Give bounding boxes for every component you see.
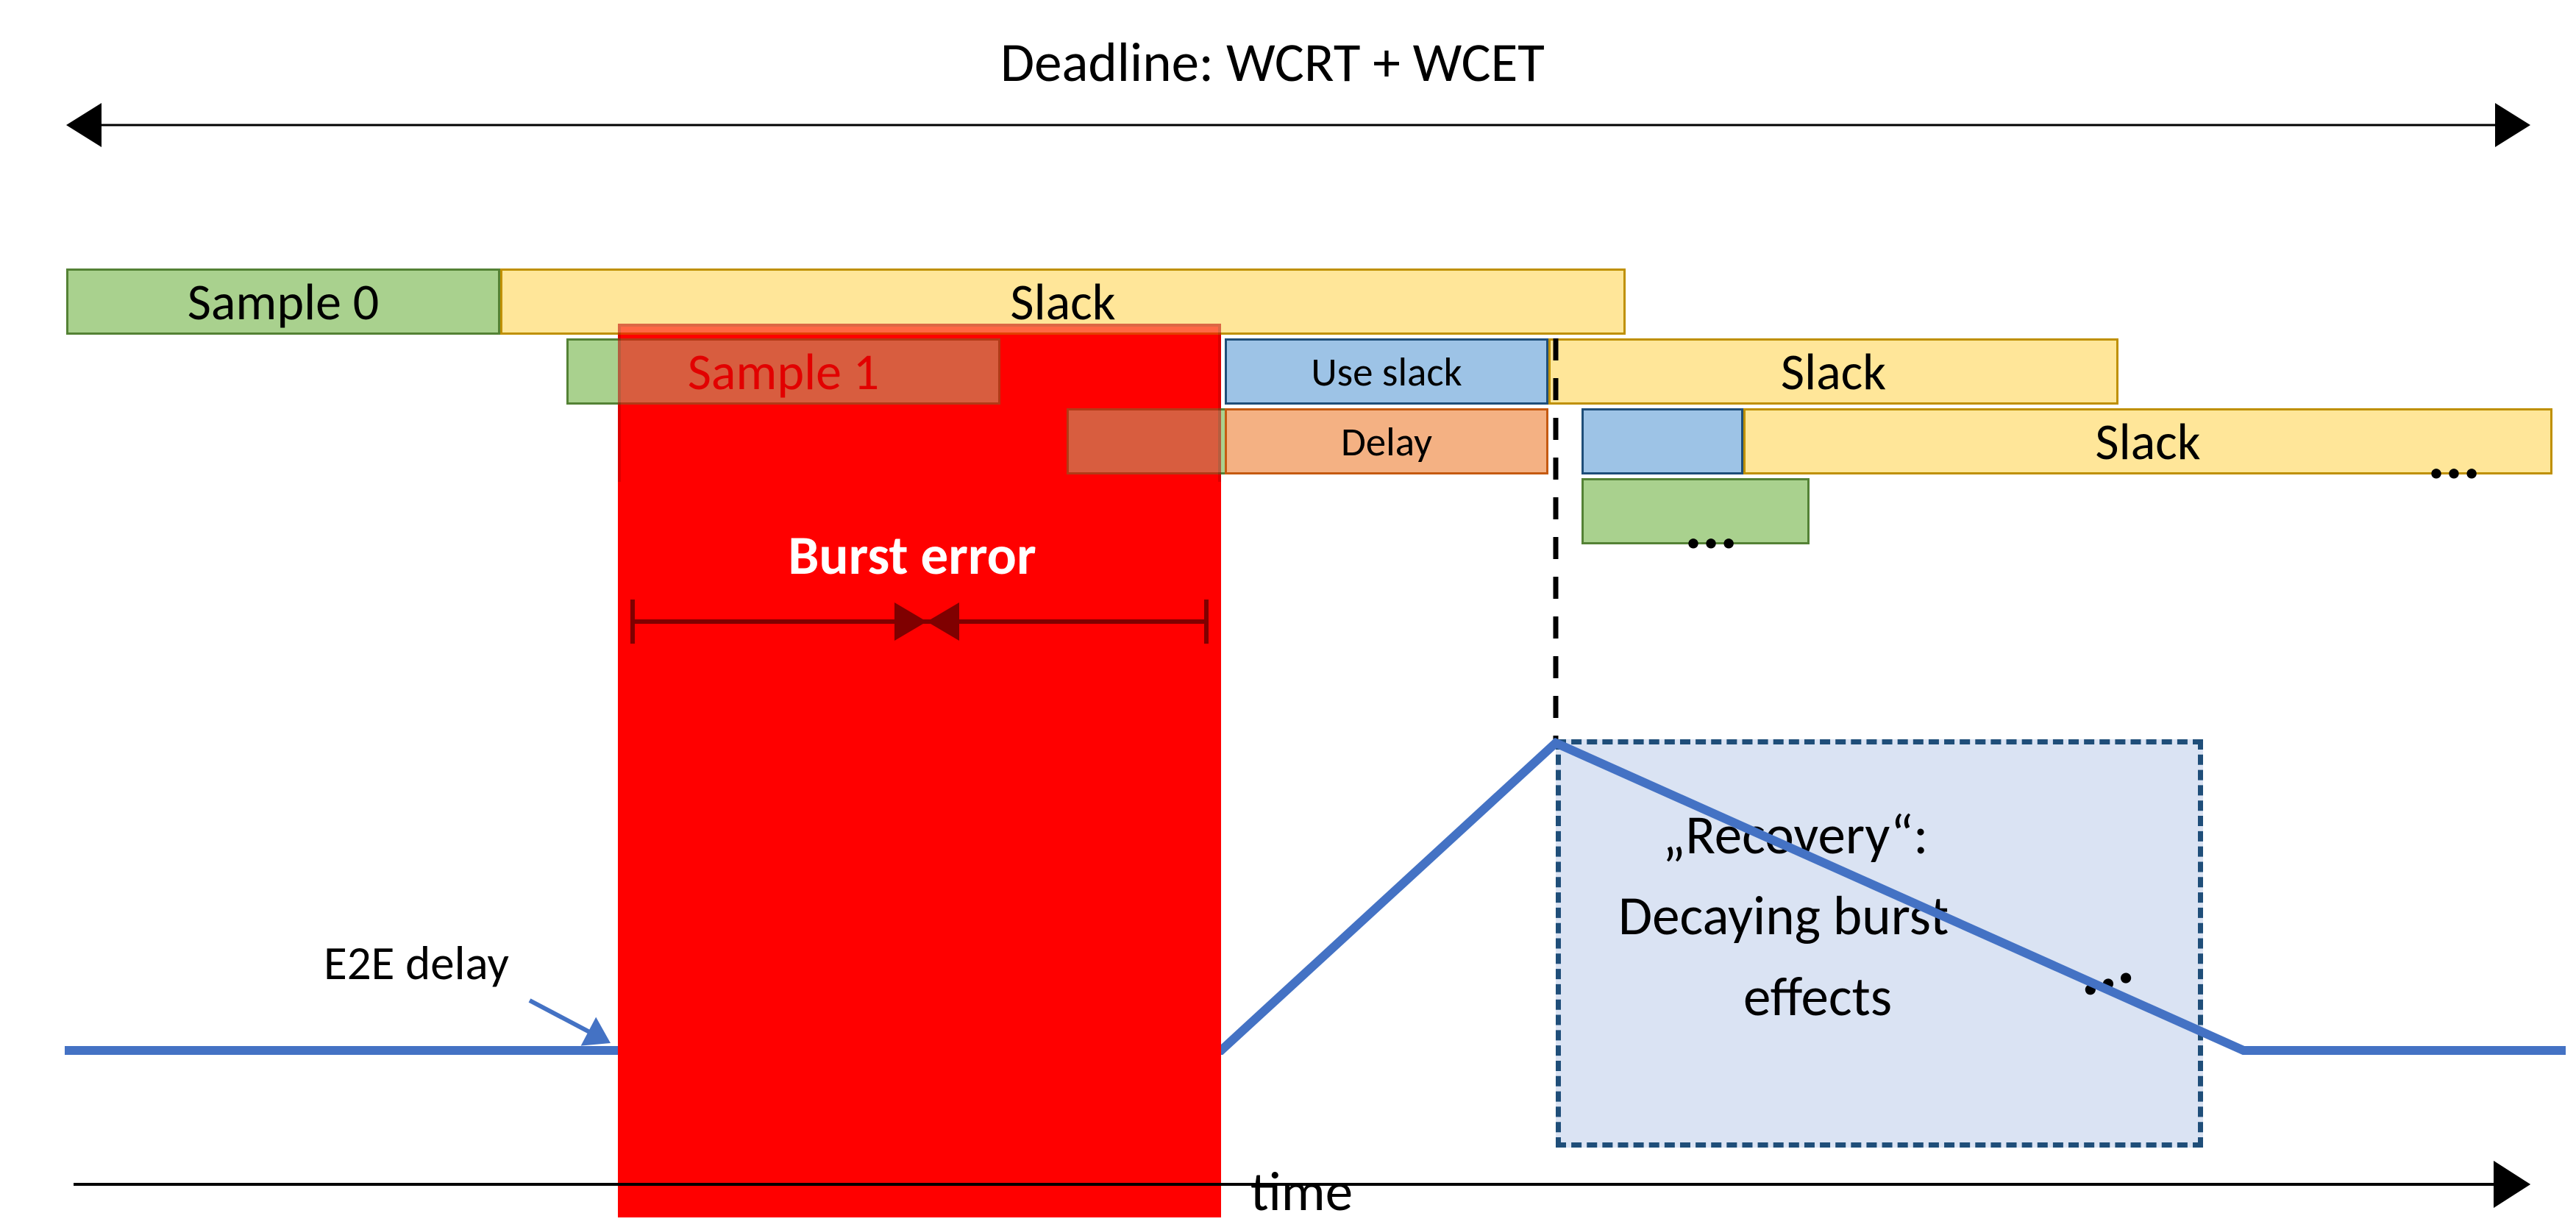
use-slack-2-box — [1581, 408, 1743, 474]
use-slack-box: Use slack — [1225, 338, 1548, 405]
title-text: Deadline: WCRT + WCET — [1000, 29, 1545, 96]
row3-ellipsis-icon: ... — [1684, 486, 1737, 566]
sample-0-box: Sample 0 — [66, 268, 500, 335]
burst-error-overlay — [618, 324, 1221, 486]
recovery-line2: Decaying burst — [1618, 883, 1949, 950]
time-axis-label: time — [1250, 1159, 1353, 1226]
recovery-line1: „Recovery“: — [1662, 802, 1928, 869]
use-slack-label: Use slack — [1311, 347, 1462, 396]
recovery-line3: effects — [1743, 964, 1892, 1031]
e2e-delay-label: E2E delay — [324, 934, 509, 992]
burst-error-block — [618, 474, 1221, 1217]
delay-label: Delay — [1341, 417, 1432, 466]
delay-box: Delay — [1225, 408, 1548, 474]
slack-2-label: Slack — [2095, 410, 2200, 473]
slack-1-box: Slack — [1548, 338, 2118, 405]
row2-ellipsis-icon: ... — [2427, 416, 2480, 497]
sample-0-label: Sample 0 — [188, 270, 380, 333]
slack-1-label: Slack — [1781, 340, 1886, 403]
